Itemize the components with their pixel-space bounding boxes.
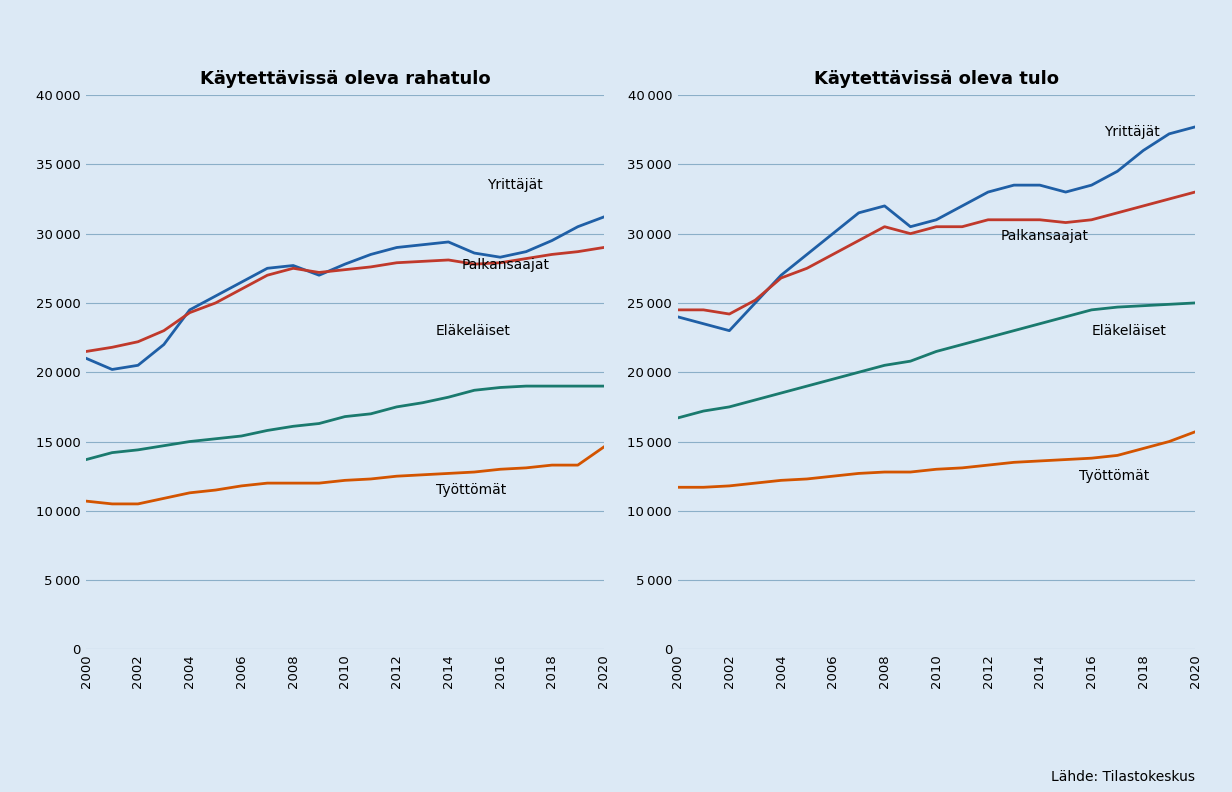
Title: Käytettävissä oleva rahatulo: Käytettävissä oleva rahatulo bbox=[200, 70, 490, 88]
Text: Eläkeläiset: Eläkeläiset bbox=[1092, 324, 1167, 337]
Text: Palkansaajat: Palkansaajat bbox=[1002, 230, 1089, 243]
Text: Yrittäjät: Yrittäjät bbox=[488, 178, 543, 192]
Text: Työttömät: Työttömät bbox=[1079, 469, 1149, 483]
Text: Palkansaajat: Palkansaajat bbox=[462, 258, 549, 272]
Title: Käytettävissä oleva tulo: Käytettävissä oleva tulo bbox=[814, 70, 1058, 88]
Text: Työttömät: Työttömät bbox=[436, 483, 506, 497]
Text: Yrittäjät: Yrittäjät bbox=[1105, 125, 1161, 139]
Text: Eläkeläiset: Eläkeläiset bbox=[436, 324, 510, 337]
Text: Lähde: Tilastokeskus: Lähde: Tilastokeskus bbox=[1051, 770, 1195, 784]
